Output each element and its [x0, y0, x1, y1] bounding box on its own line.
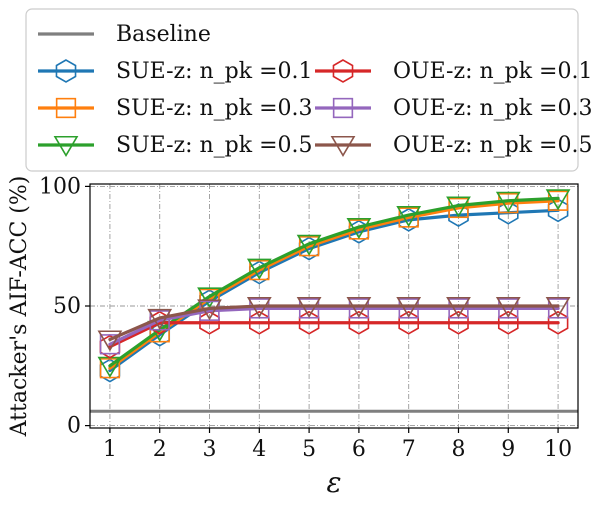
legend-entry-1-swatch-marker [55, 59, 77, 83]
x-tick-label-1: 1 [103, 437, 117, 462]
series-1 [99, 198, 569, 383]
data-point-s3-x4 [246, 258, 272, 280]
data-point-s6-x3 [197, 299, 222, 321]
data-point-s5-x1 [99, 334, 121, 355]
x-tick-label-2: 2 [153, 437, 167, 462]
legend-entry-6-label: OUE-z: n_pk =0.5 [393, 133, 591, 158]
data-point-s6-x9 [495, 296, 521, 319]
x-tick-label-10: 10 [544, 437, 572, 462]
data-point-s6-x10 [545, 296, 571, 319]
y-tick-label-50: 50 [53, 294, 81, 319]
data-point-s3-x9 [495, 191, 521, 213]
x-tick-label-5: 5 [302, 437, 316, 462]
data-point-s3-x10 [545, 189, 571, 211]
legend-entry-6-swatch-marker [330, 135, 356, 158]
series-line-4 [108, 321, 560, 349]
x-tick-label-8: 8 [451, 437, 465, 462]
data-point-s3-x3 [197, 287, 222, 309]
series-2 [99, 190, 569, 379]
y-axis-label: Attacker's AIF-ACC (%) [7, 176, 32, 438]
legend-entry-2-swatch-marker [55, 97, 77, 119]
legend-entry-baseline-label: Baseline [116, 22, 211, 47]
data-point-s3-x6 [346, 218, 372, 240]
data-point-s6-x7 [396, 296, 422, 319]
series-layer [97, 189, 571, 383]
legend-entry-4-label: OUE-z: n_pk =0.1 [393, 59, 591, 84]
legend-entry-4: OUE-z: n_pk =0.1 [315, 59, 591, 84]
y-tick-label-100: 100 [39, 174, 81, 199]
data-point-s3-x5 [296, 234, 322, 256]
data-point-s6-x6 [346, 296, 372, 319]
legend-entry-2-label: SUE-z: n_pk =0.3 [116, 96, 313, 121]
legend-entry-6: OUE-z: n_pk =0.5 [315, 133, 591, 158]
x-tick-label-3: 3 [203, 437, 217, 462]
series-line-2 [108, 199, 560, 370]
legend: Baseline SUE-z: n_pk =0.1 SUE-z: n_pk =0.3… [25, 8, 591, 172]
legend-entry-3-swatch-marker [53, 135, 79, 158]
series-line-3 [108, 196, 560, 368]
legend-entry-3-label: SUE-z: n_pk =0.5 [116, 133, 313, 158]
legend-entry-3: SUE-z: n_pk =0.5 [38, 133, 313, 158]
data-point-s6-x1 [97, 330, 123, 352]
legend-entry-5: OUE-z: n_pk =0.3 [315, 96, 591, 121]
series-line-5 [108, 306, 560, 346]
data-point-s6-x8 [446, 296, 471, 319]
data-point-s6-x2 [147, 308, 173, 330]
legend-entry-1: SUE-z: n_pk =0.1 [38, 59, 313, 84]
x-tick-label-4: 4 [252, 437, 266, 462]
legend-entry-2: SUE-z: n_pk =0.3 [38, 96, 313, 121]
x-tick-label-6: 6 [352, 437, 366, 462]
grid [90, 184, 578, 428]
legend-entry-baseline: Baseline [38, 22, 211, 47]
legend-entry-1-label: SUE-z: n_pk =0.1 [116, 59, 313, 84]
x-tick-label-9: 9 [501, 437, 515, 462]
data-point-s3-x7 [396, 206, 422, 228]
x-tick-label-7: 7 [402, 437, 416, 462]
legend-entry-5-label: OUE-z: n_pk =0.3 [393, 96, 591, 121]
series-line-1 [108, 208, 560, 373]
legend-box [25, 8, 579, 172]
series-line-6 [108, 304, 560, 342]
series-6 [97, 296, 571, 352]
data-point-s3-x8 [446, 196, 471, 218]
data-point-s6-x5 [296, 296, 322, 319]
legend-entry-5-swatch-marker [332, 97, 354, 119]
legend-entry-4-swatch-marker [332, 59, 354, 83]
y-tick-label-0: 0 [67, 414, 81, 439]
x-axis-label: ε [326, 466, 341, 499]
data-point-s6-x4 [246, 296, 272, 319]
